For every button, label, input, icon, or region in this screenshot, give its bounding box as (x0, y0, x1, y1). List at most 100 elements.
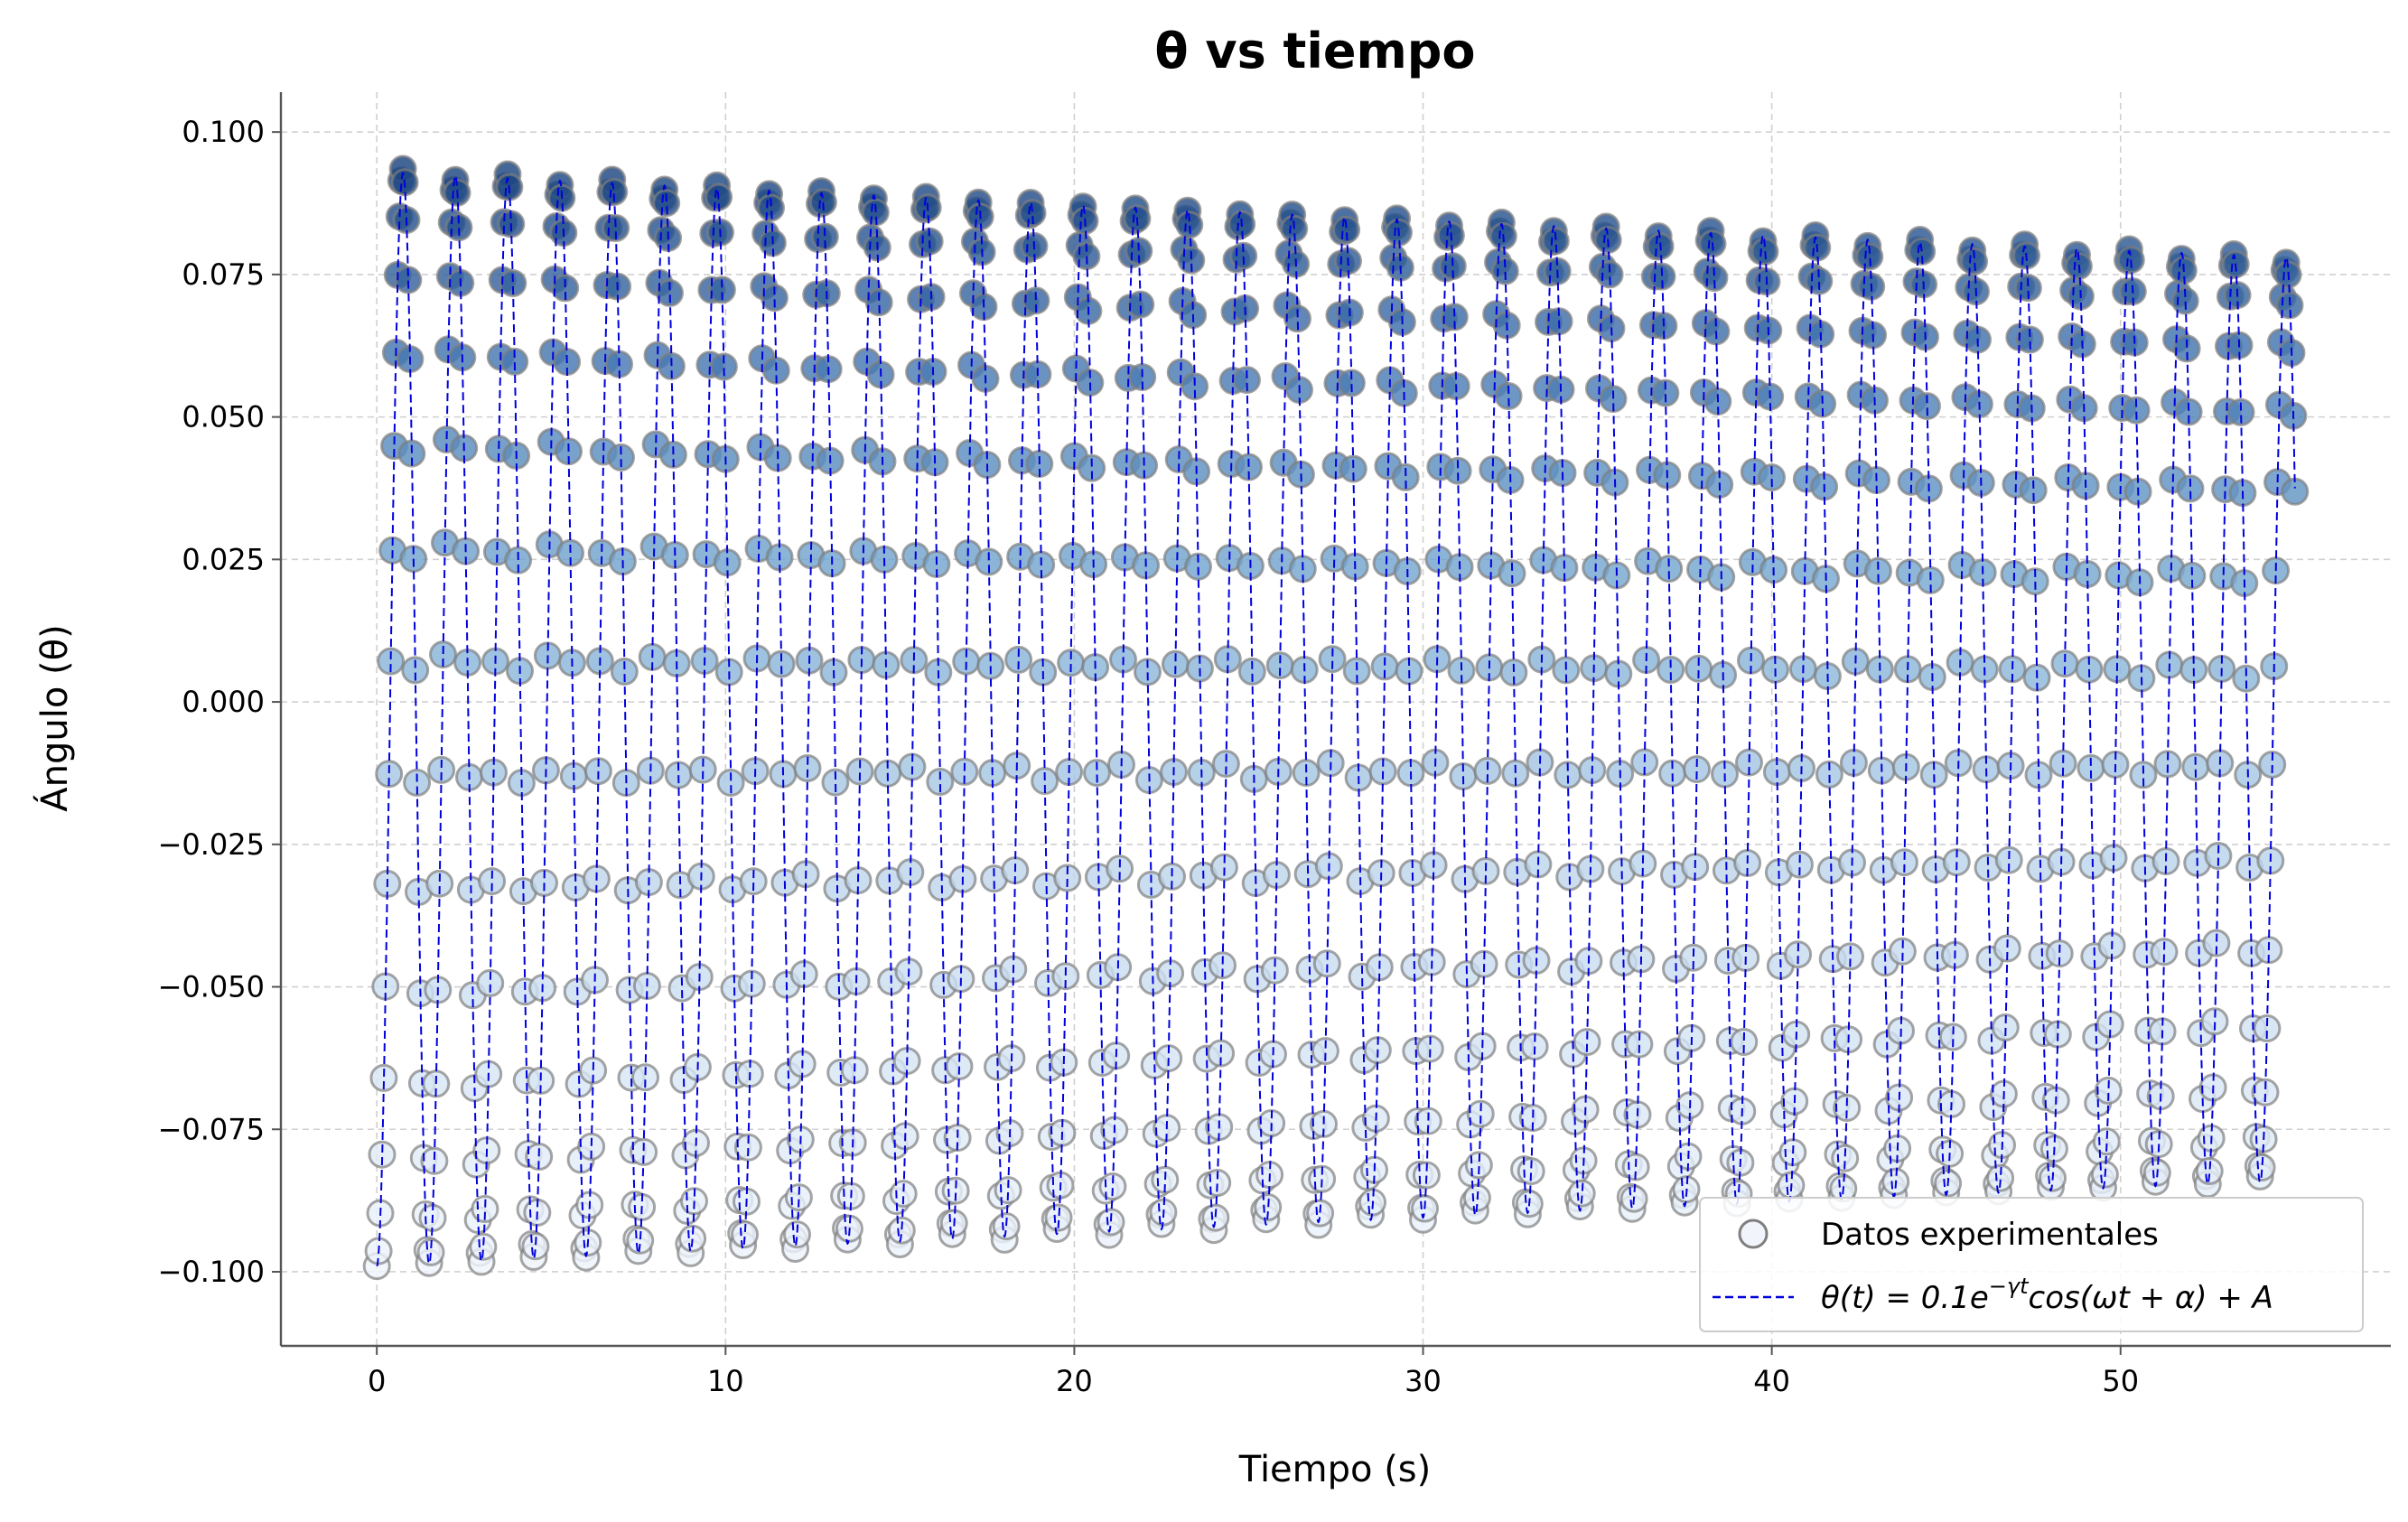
x-tick-label: 50 (2102, 1364, 2139, 1398)
y-tick-label: 0.075 (182, 257, 265, 292)
data-point (1018, 199, 1047, 228)
data-point (757, 193, 785, 222)
data-point (626, 1226, 655, 1255)
data-point (716, 769, 745, 797)
data-point (401, 656, 430, 685)
data-point (1083, 759, 1111, 788)
data-point (887, 1216, 916, 1245)
x-tick-label: 0 (368, 1364, 386, 1398)
data-point (579, 1056, 608, 1085)
data-point (926, 768, 955, 796)
data-point (808, 188, 837, 217)
data-point (425, 869, 454, 898)
chart-title: θ vs tiempo (1154, 23, 1475, 79)
data-point (499, 269, 527, 297)
data-point (1134, 658, 1162, 686)
data-point (845, 757, 874, 786)
data-point (731, 1220, 759, 1249)
legend-line-label: θ(t) = 0.1e−γtcos(ωt + α) + A (1821, 1274, 2273, 1316)
data-point (733, 1133, 762, 1162)
data-point (941, 1176, 970, 1205)
data-point (656, 278, 684, 307)
data-point (992, 1212, 1021, 1241)
data-point (767, 649, 796, 678)
data-point (600, 178, 629, 206)
data-point (1097, 1208, 1125, 1237)
legend-line-label-sup: −γt (1989, 1274, 2030, 1299)
data-point (527, 1066, 555, 1095)
data-point (1201, 1203, 1230, 1232)
legend-line-label-main: θ(t) = 0.1e (1821, 1280, 1989, 1316)
data-point (1051, 962, 1080, 991)
y-tick-label: 0.100 (182, 115, 265, 149)
x-axis-label: Tiempo (s) (1238, 1449, 1432, 1490)
data-point (945, 1052, 974, 1080)
x-tick-label: 20 (1056, 1364, 1093, 1398)
data-point (420, 1146, 449, 1175)
y-tick-label: −0.025 (158, 827, 265, 862)
data-point (1209, 951, 1237, 980)
data-point (1106, 854, 1134, 883)
data-point (394, 266, 423, 294)
data-point (1211, 750, 1240, 779)
y-tick-label: −0.075 (158, 1112, 265, 1146)
data-point (577, 1132, 606, 1161)
data-point (1031, 767, 1059, 796)
data-point (793, 754, 822, 782)
data-point (950, 757, 979, 786)
data-point (521, 1232, 550, 1261)
legend-scatter-label: Datos experimentales (1821, 1217, 2159, 1253)
data-point (610, 658, 639, 686)
data-point (861, 198, 890, 227)
data-point (889, 1180, 918, 1209)
y-tick-label: −0.100 (158, 1255, 265, 1289)
data-point (429, 640, 457, 669)
x-tick-label: 30 (1405, 1364, 1442, 1398)
data-point (739, 867, 768, 896)
data-point (469, 1232, 498, 1261)
data-point (709, 352, 738, 381)
data-point (658, 440, 687, 469)
y-tick-label: 0.000 (182, 685, 265, 719)
y-tick-label: −0.050 (158, 970, 265, 1004)
legend-line-label-tail: cos(ωt + α) + A (2029, 1280, 2273, 1316)
data-point (1209, 853, 1238, 882)
data-point (583, 757, 612, 786)
y-tick-label: 0.025 (182, 542, 265, 576)
data-point (478, 867, 507, 896)
data-point (525, 1143, 554, 1171)
y-axis-label: Ángulo (θ) (33, 624, 76, 811)
data-point (416, 1237, 445, 1266)
data-point (1175, 210, 1204, 239)
data-point (1004, 645, 1033, 674)
data-point (1044, 1203, 1073, 1232)
data-point (1128, 363, 1157, 391)
data-point (678, 1224, 707, 1253)
data-point (375, 760, 404, 789)
data-point (403, 769, 432, 797)
data-point (943, 1124, 972, 1153)
data-point (476, 968, 505, 997)
legend: Datos experimentales θ(t) = 0.1e−γtcos(ω… (1699, 1197, 2364, 1332)
data-point (1207, 1039, 1236, 1068)
legend-scatter-marker (1738, 1219, 1769, 1249)
data-point (607, 443, 635, 472)
data-point (1126, 290, 1155, 319)
data-point (397, 439, 426, 468)
scatter-points (362, 154, 2310, 1281)
data-point (1158, 862, 1186, 891)
data-point (688, 755, 717, 784)
data-point (783, 1220, 811, 1249)
data-point (657, 351, 686, 380)
data-point (630, 1137, 658, 1166)
data-point (652, 189, 681, 218)
data-point (975, 547, 1003, 576)
data-point (1022, 286, 1050, 315)
x-tick-label: 10 (707, 1364, 744, 1398)
data-point (551, 274, 580, 303)
data-point (707, 275, 736, 304)
data-point (1184, 552, 1212, 581)
data-point (427, 755, 456, 784)
